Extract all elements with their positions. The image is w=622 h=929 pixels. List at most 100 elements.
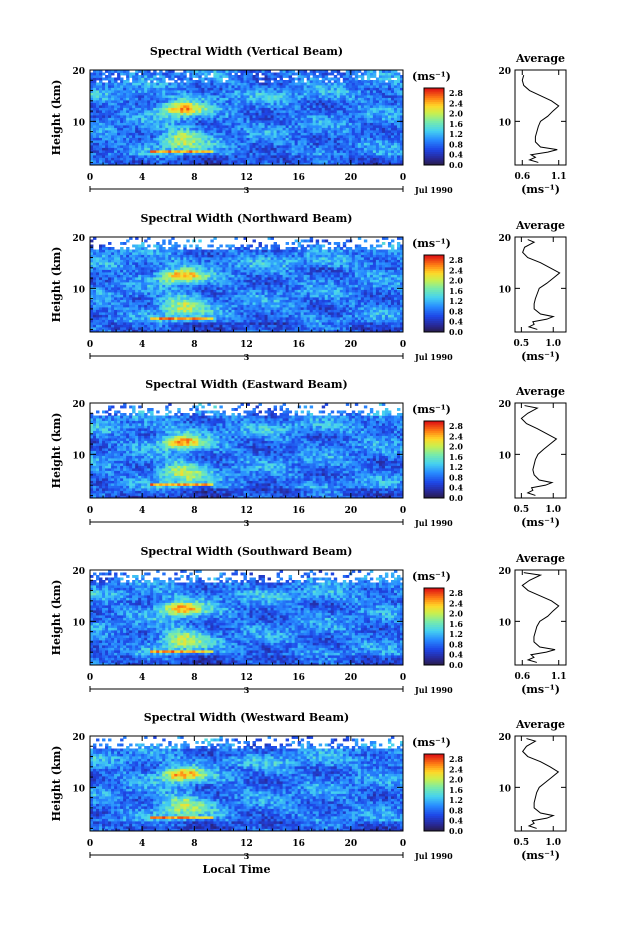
heatmap-cell [132,160,135,163]
heatmap-cell [322,100,325,103]
heatmap-cell [180,75,183,78]
heatmap-cell [153,155,156,158]
heatmap-cell [189,100,192,103]
heatmap-cell [120,118,123,121]
heatmap-cell [388,138,391,141]
heatmap-cell [183,128,186,131]
heatmap-cell [382,90,385,93]
heatmap-cell [271,110,274,113]
heatmap-cell [135,327,138,330]
heatmap-cell [225,93,228,96]
heatmap-cell [147,148,150,151]
heatmap-cell [204,135,207,138]
heatmap-cell [129,120,132,123]
heatmap-cell [280,98,283,101]
heatmap-cell [168,252,171,255]
heatmap-cell [114,100,117,103]
heatmap-cell [138,83,141,86]
heatmap-cell [225,160,228,163]
heatmap-cell [105,297,108,300]
heatmap-cell [168,135,171,138]
heatmap-cell [144,267,147,270]
heatmap-cell [334,78,337,81]
heatmap-cell [99,128,102,131]
heatmap-cell [322,85,325,88]
heatmap-cell [316,153,319,156]
heatmap-cell [373,150,376,153]
heatmap-cell [165,135,168,138]
heatmap-cell [141,100,144,103]
heatmap-cell [397,80,400,83]
heatmap-cell [253,130,256,133]
heatmap-cell [114,315,117,318]
heatmap-cell [126,133,129,136]
heatmap-cell [382,75,385,78]
heatmap-cell [397,123,400,126]
heatmap-cell [120,287,123,290]
heatmap-cell [153,277,156,280]
heatmap-cell [129,73,132,76]
heatmap-cell [105,100,108,103]
heatmap-cell [225,153,228,156]
heatmap-cell [313,125,316,128]
heatmap-cell [262,125,265,128]
heatmap-cell [135,317,138,320]
heatmap-cell [213,78,216,81]
heatmap-cell [141,262,144,265]
heatmap-cell [135,73,138,76]
heatmap-cell [376,83,379,86]
heatmap-cell [159,250,162,253]
heatmap-cell [165,140,168,143]
heatmap-cell [123,88,126,91]
heatmap-cell [268,95,271,98]
heatmap-cell [346,130,349,133]
heatmap-cell [274,128,277,131]
heatmap-cell [180,80,183,83]
heatmap-cell [256,103,259,106]
heatmap-cell [319,98,322,101]
heatmap-cell [198,128,201,131]
heatmap-cell [192,148,195,151]
heatmap-cell [322,133,325,136]
heatmap-cell [174,302,177,305]
heatmap-cell [256,105,259,108]
heatmap-cell [168,327,171,330]
heatmap-cell [334,90,337,93]
heatmap-cell [204,85,207,88]
heatmap-cell [123,103,126,106]
heatmap-cell [334,135,337,138]
heatmap-cell [310,103,313,106]
heatmap-cell [265,128,268,131]
heatmap-cell [171,317,174,320]
heatmap-cell [310,153,313,156]
heatmap-cell [123,242,126,245]
heatmap-cell [370,120,373,123]
heatmap-cell [99,145,102,148]
heatmap-cell [138,280,141,283]
heatmap-cell [219,150,222,153]
heatmap-cell [201,100,204,103]
heatmap-cell [298,158,301,161]
heatmap-cell [126,113,129,116]
heatmap-cell [141,93,144,96]
heatmap-cell [388,143,391,146]
heatmap-cell [283,73,286,76]
heatmap-cell [316,103,319,106]
heatmap-cell [228,95,231,98]
heatmap-cell [225,108,228,111]
heatmap-cell [304,83,307,86]
heatmap-cell [162,310,165,313]
heatmap-cell [117,265,120,268]
heatmap-cell [313,158,316,161]
heatmap-cell [337,155,340,158]
heatmap-cell [385,73,388,76]
heatmap-cell [240,80,243,83]
heatmap-cell [132,250,135,253]
heatmap-cell [153,252,156,255]
heatmap-cell [108,115,111,118]
heatmap-cell [162,325,165,328]
heatmap-cell [93,285,96,288]
heatmap-cell [96,267,99,270]
heatmap-cell [373,100,376,103]
heatmap-cell [216,83,219,86]
